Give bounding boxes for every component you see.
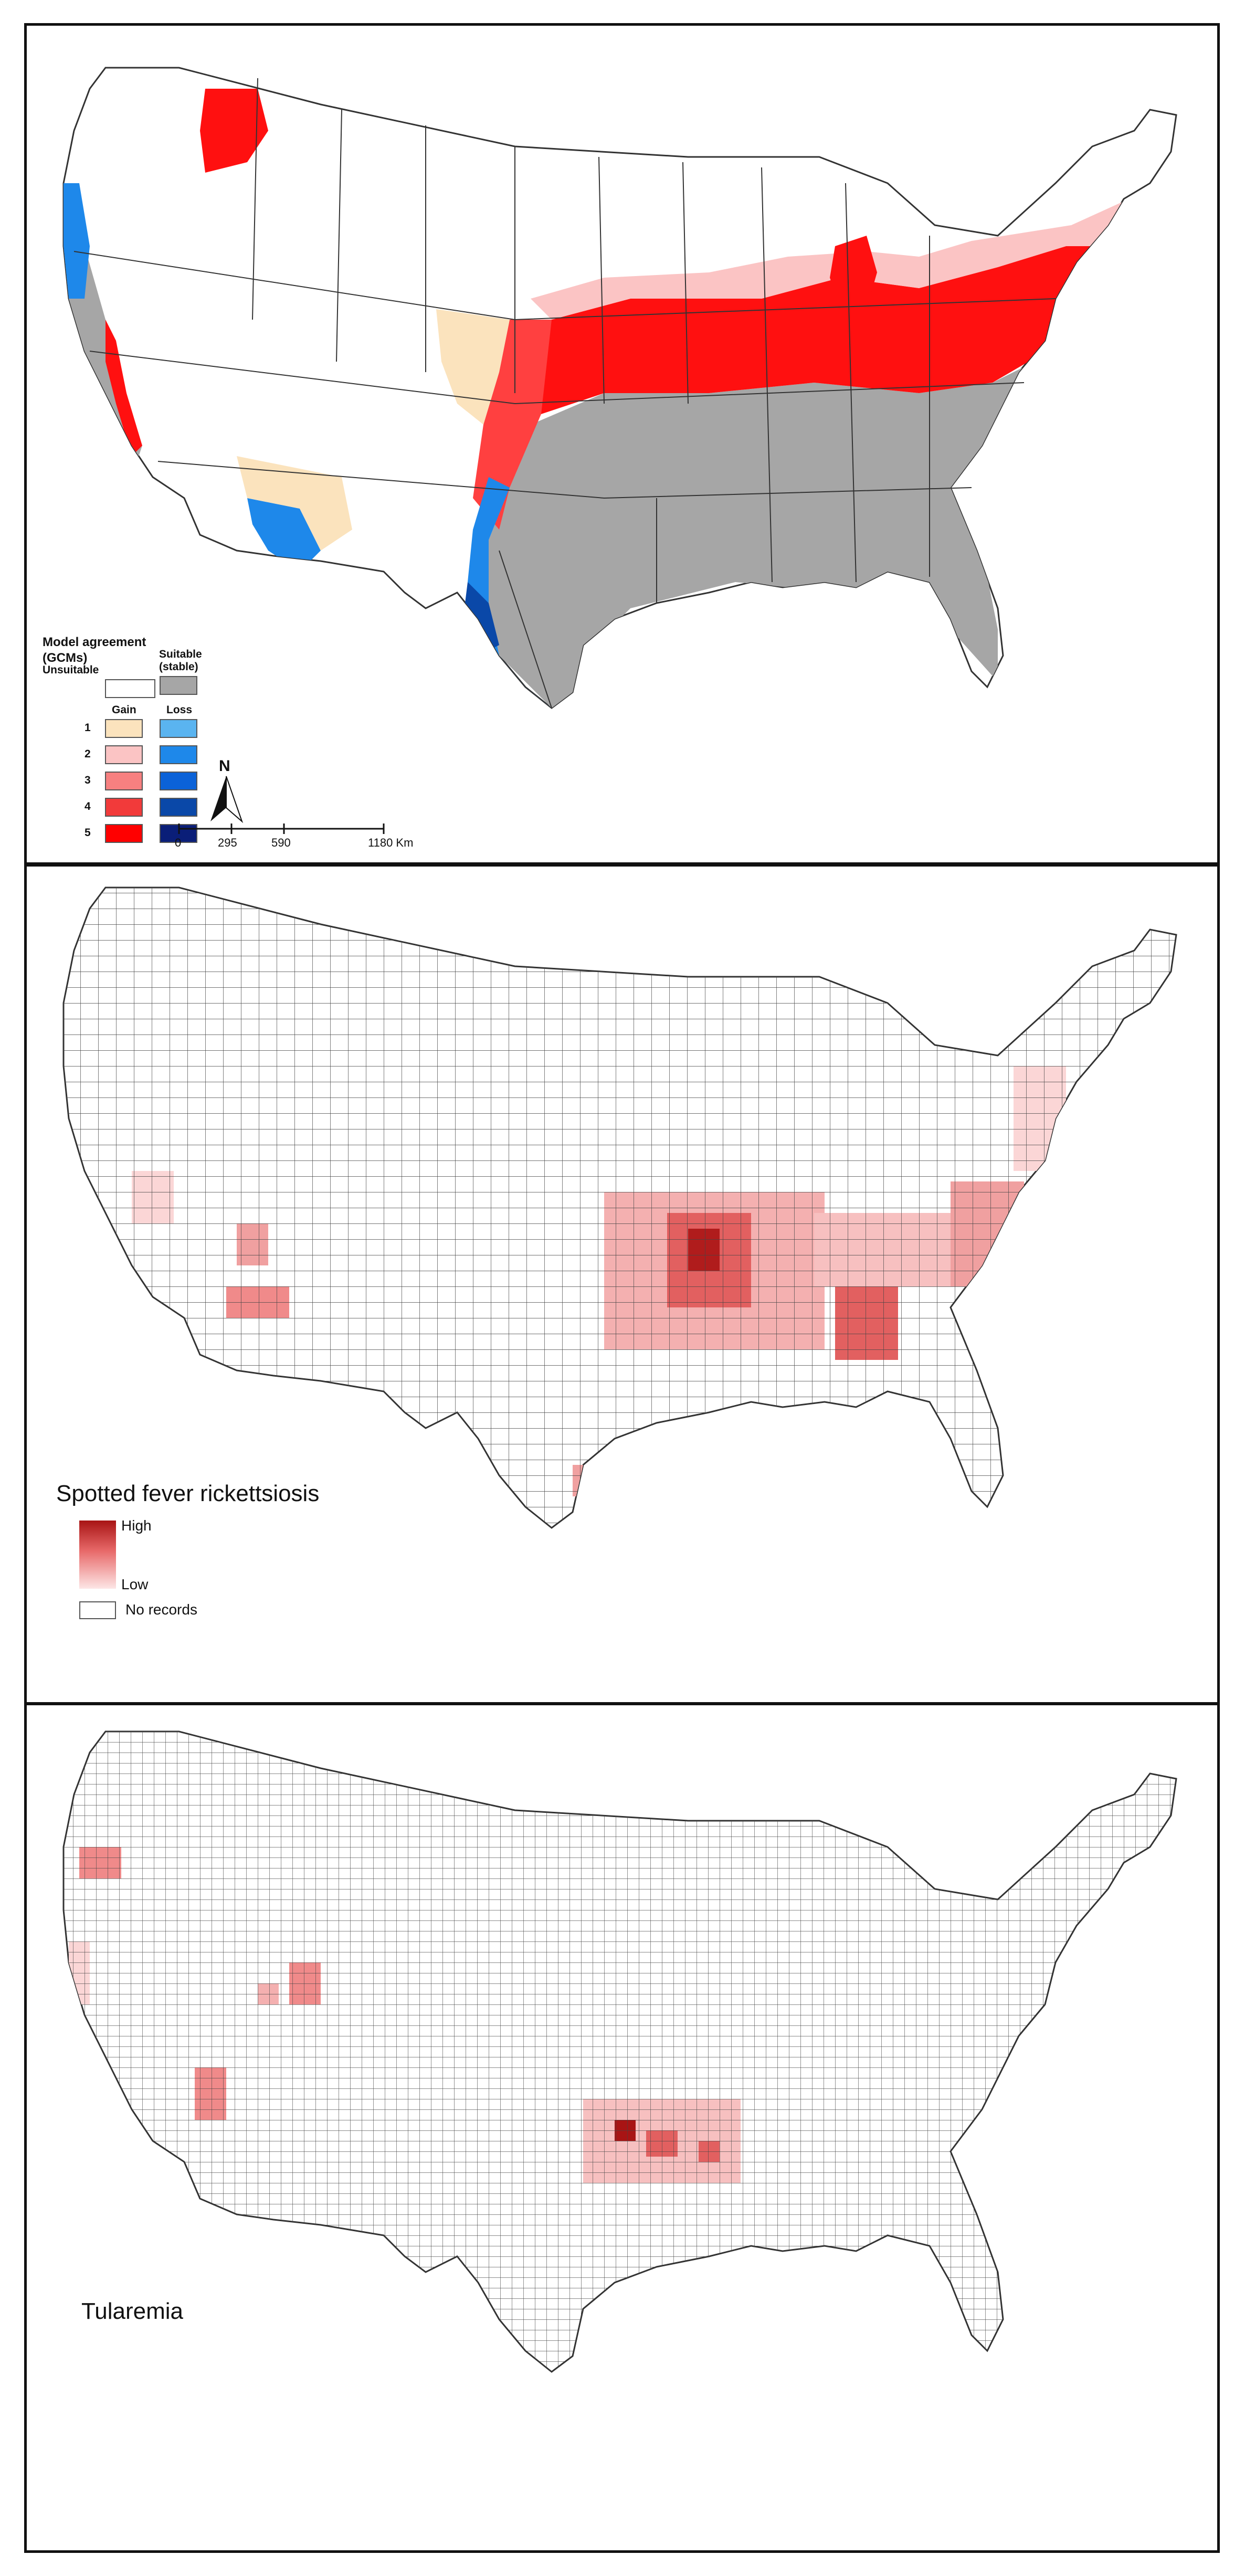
county-map-tularemia [62,1730,1177,2373]
state-borders [73,78,1056,709]
scale-label-0: 0 [175,836,182,849]
gain-front [473,320,552,530]
county-grid [64,1732,1176,2372]
legend-low-label: Low [121,1576,149,1592]
legend-suitable-label: Suitable (stable) [159,648,202,673]
loss-arizona [247,498,321,572]
north-label: N [219,757,230,775]
map-title-tularemia: Tularemia [81,2298,183,2324]
legend-gradient [79,1521,116,1589]
gain-band-northeast [531,246,1155,414]
legend-swatches [105,676,197,843]
gain-michigan [830,236,877,309]
legend-title: Model agreement (GCMs) [43,635,146,665]
legend-no-records-label: No records [125,1601,197,1618]
legend-no-records-swatch [79,1601,116,1619]
model-agreement-map-panel: Model agreement (GCMs) Unsuitable Suitab… [24,23,1220,865]
legend-level-4: 4 [85,800,91,812]
legend-unsuitable-label: Unsuitable [43,664,99,676]
loss-west-coast [64,183,90,299]
tularemia-map-panel: Tularemia [24,1703,1220,2553]
legend-gain-label: Gain [112,704,136,716]
scale-label-295: 295 [218,836,237,849]
legend-level-3: 3 [85,774,91,786]
legend-level-5: 5 [85,827,91,839]
gain-arizona [237,456,352,551]
north-arrow-icon [210,776,244,824]
map-title-spotted-fever: Spotted fever rickettsiosis [56,1481,320,1506]
us-range-map [62,67,1177,843]
legend-loss-label: Loss [166,704,193,716]
gain-band-light [531,183,1160,320]
scale-label-1180: 1180 Km [368,836,414,849]
scale-label-590: 590 [271,836,291,849]
scale-bar [178,824,385,834]
county-map-spotted-fever [62,886,1177,1529]
county-grid [64,888,1176,1528]
gain-idaho [200,89,268,173]
legend-high-label: High [121,1517,152,1534]
legend-level-2: 2 [85,748,91,760]
legend-level-1: 1 [85,722,91,734]
spotted-fever-map-panel: Spotted fever rickettsiosis High Low No … [24,864,1220,1705]
